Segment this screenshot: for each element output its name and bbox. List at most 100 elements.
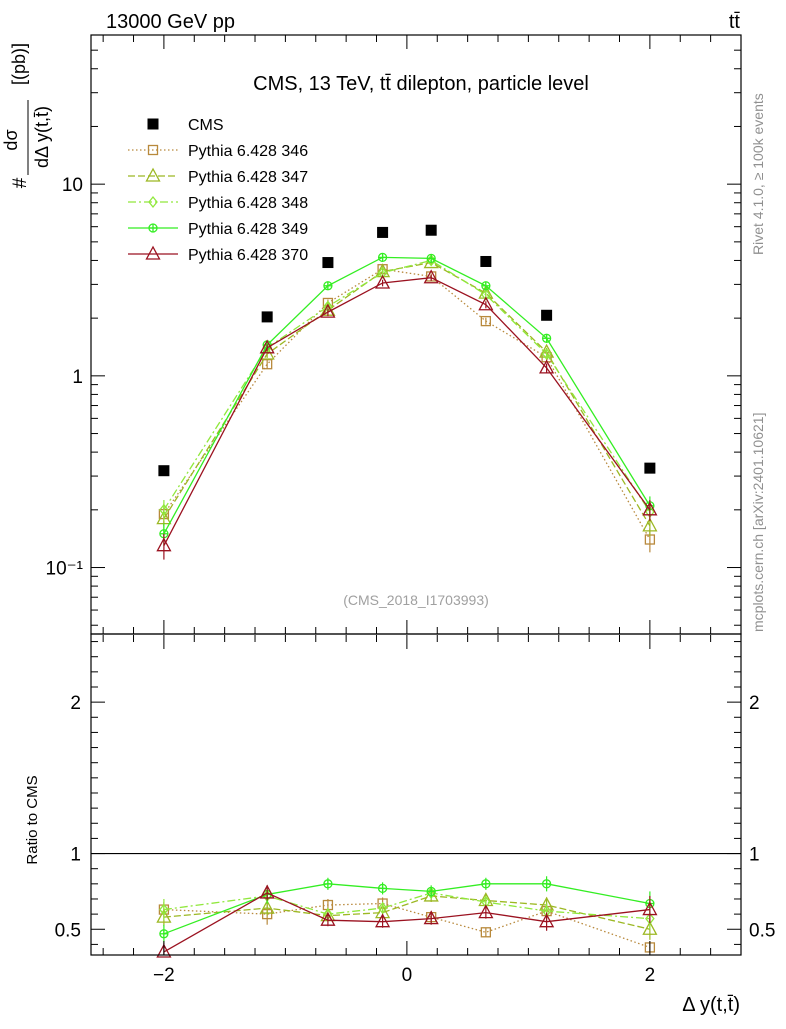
- data-point: [262, 359, 273, 370]
- mcplots-label: mcplots.cern.ch [arXiv:2401.10621]: [750, 413, 766, 632]
- legend-marker: [147, 118, 159, 130]
- legend-label: Pythia 6.428 349: [188, 221, 308, 238]
- energy-label: 13000 GeV pp: [106, 11, 235, 33]
- series-line: [163, 892, 650, 953]
- legend-entry: Pythia 6.428 347: [128, 167, 308, 186]
- process-label: tt̄: [729, 11, 741, 33]
- series-line: [163, 261, 651, 527]
- main-plot-marks: [156, 224, 658, 560]
- analysis-id: (CMS_2018_I1703993): [343, 592, 489, 608]
- legend-marker: [148, 195, 158, 209]
- ratio-plot-marks: [156, 876, 658, 958]
- ratio-series-pythia-6-428-349: [159, 876, 655, 943]
- legend-marker: [145, 167, 161, 182]
- data-point: [644, 462, 656, 474]
- series-line: [163, 902, 651, 949]
- legend-entry: Pythia 6.428 349: [128, 221, 308, 238]
- main-series-cms: [158, 224, 656, 477]
- ratio-y-tick-label-right: 2: [749, 693, 760, 714]
- rivet-version-label: Rivet 4.1.0, ≥ 100k events: [750, 93, 766, 255]
- data-point: [645, 912, 655, 925]
- data-point: [642, 920, 658, 935]
- data-point: [539, 359, 555, 374]
- data-point: [481, 879, 491, 889]
- data-point: [377, 902, 388, 915]
- data-point: [423, 887, 439, 902]
- series-line: [163, 256, 651, 535]
- y-tick-label: 10: [62, 175, 83, 196]
- data-point: [377, 266, 388, 279]
- legend-entry: Pythia 6.428 370: [128, 245, 308, 264]
- legend-marker: [147, 144, 159, 156]
- y-axis-unit: [(pb)]: [9, 43, 29, 85]
- data-point: [541, 879, 552, 889]
- data-point: [478, 904, 494, 919]
- y-axis-denominator: dΔ y(t,t̄): [32, 106, 52, 168]
- data-point: [541, 347, 552, 361]
- main-series-pythia-6-428-348: [159, 254, 655, 521]
- ratio-series-pythia-6-428-347: [156, 887, 658, 940]
- data-point: [480, 255, 492, 267]
- ratio-y-tick-label-right: 1: [749, 845, 760, 866]
- data-point: [426, 253, 436, 264]
- data-point: [322, 257, 334, 269]
- legend-marker: [145, 245, 161, 260]
- legend-label: CMS: [188, 117, 224, 134]
- legend-marker: [148, 223, 158, 233]
- ratio-y-tick-label: 1: [70, 845, 81, 866]
- legend: CMS Pythia 6.428 346 Pythia 6.428 347 Pythi…: [128, 117, 308, 264]
- x-tick-label: 0: [402, 965, 413, 986]
- y-tick-label: 1: [72, 367, 83, 388]
- y-axis-title-main: # dσ dΔ y(t,t̄) [(pb)]: [1, 43, 52, 188]
- data-point: [426, 886, 436, 897]
- data-point: [425, 224, 437, 236]
- y-axis-prefix: #: [10, 177, 31, 188]
- series-line: [163, 268, 651, 540]
- data-point: [156, 537, 172, 552]
- ratio-series-pythia-6-428-348: [159, 886, 655, 930]
- x-tick-label: 2: [645, 965, 656, 986]
- data-point: [541, 309, 553, 321]
- legend-label: Pythia 6.428 348: [188, 195, 308, 212]
- legend-label: Pythia 6.428 347: [188, 169, 308, 186]
- data-point: [377, 252, 388, 263]
- plot-title: CMS, 13 TeV, tt̄ dilepton, particle leve…: [253, 73, 589, 95]
- data-point: [259, 339, 275, 354]
- data-point: [158, 465, 170, 477]
- data-point: [156, 908, 172, 923]
- y-tick-label: 10⁻¹: [46, 559, 84, 580]
- data-point: [423, 910, 439, 925]
- data-point: [320, 303, 336, 318]
- data-point: [541, 333, 552, 343]
- data-point: [261, 311, 273, 323]
- x-tick-label: −2: [153, 965, 175, 986]
- main-series-pythia-6-428-370: [156, 269, 658, 560]
- data-point: [320, 911, 336, 926]
- data-point: [539, 913, 555, 928]
- data-point: [377, 883, 388, 894]
- ratio-plot-frame: [90, 633, 742, 956]
- legend-entry: Pythia 6.428 348: [128, 195, 308, 212]
- data-point: [377, 226, 389, 238]
- data-point: [642, 517, 658, 532]
- legend-entry: Pythia 6.428 346: [128, 143, 308, 160]
- x-axis-title: Δ y(t,t̄): [682, 994, 740, 1016]
- data-point: [159, 929, 169, 939]
- ratio-y-tick-label-right: 0.5: [749, 920, 775, 941]
- data-point: [323, 281, 333, 291]
- data-point: [481, 281, 491, 291]
- data-point: [159, 903, 169, 916]
- data-point: [156, 943, 172, 958]
- y-axis-numerator: dσ: [1, 129, 21, 150]
- data-point: [480, 927, 492, 938]
- data-point: [478, 296, 494, 311]
- data-point: [159, 503, 169, 516]
- data-point: [642, 501, 658, 516]
- data-point: [480, 315, 492, 327]
- data-point: [481, 288, 491, 301]
- data-point: [374, 274, 391, 289]
- series-line: [163, 892, 650, 920]
- ratio-axis-title: Ratio to CMS: [24, 775, 41, 864]
- ratio-y-tick-label: 0.5: [55, 920, 81, 941]
